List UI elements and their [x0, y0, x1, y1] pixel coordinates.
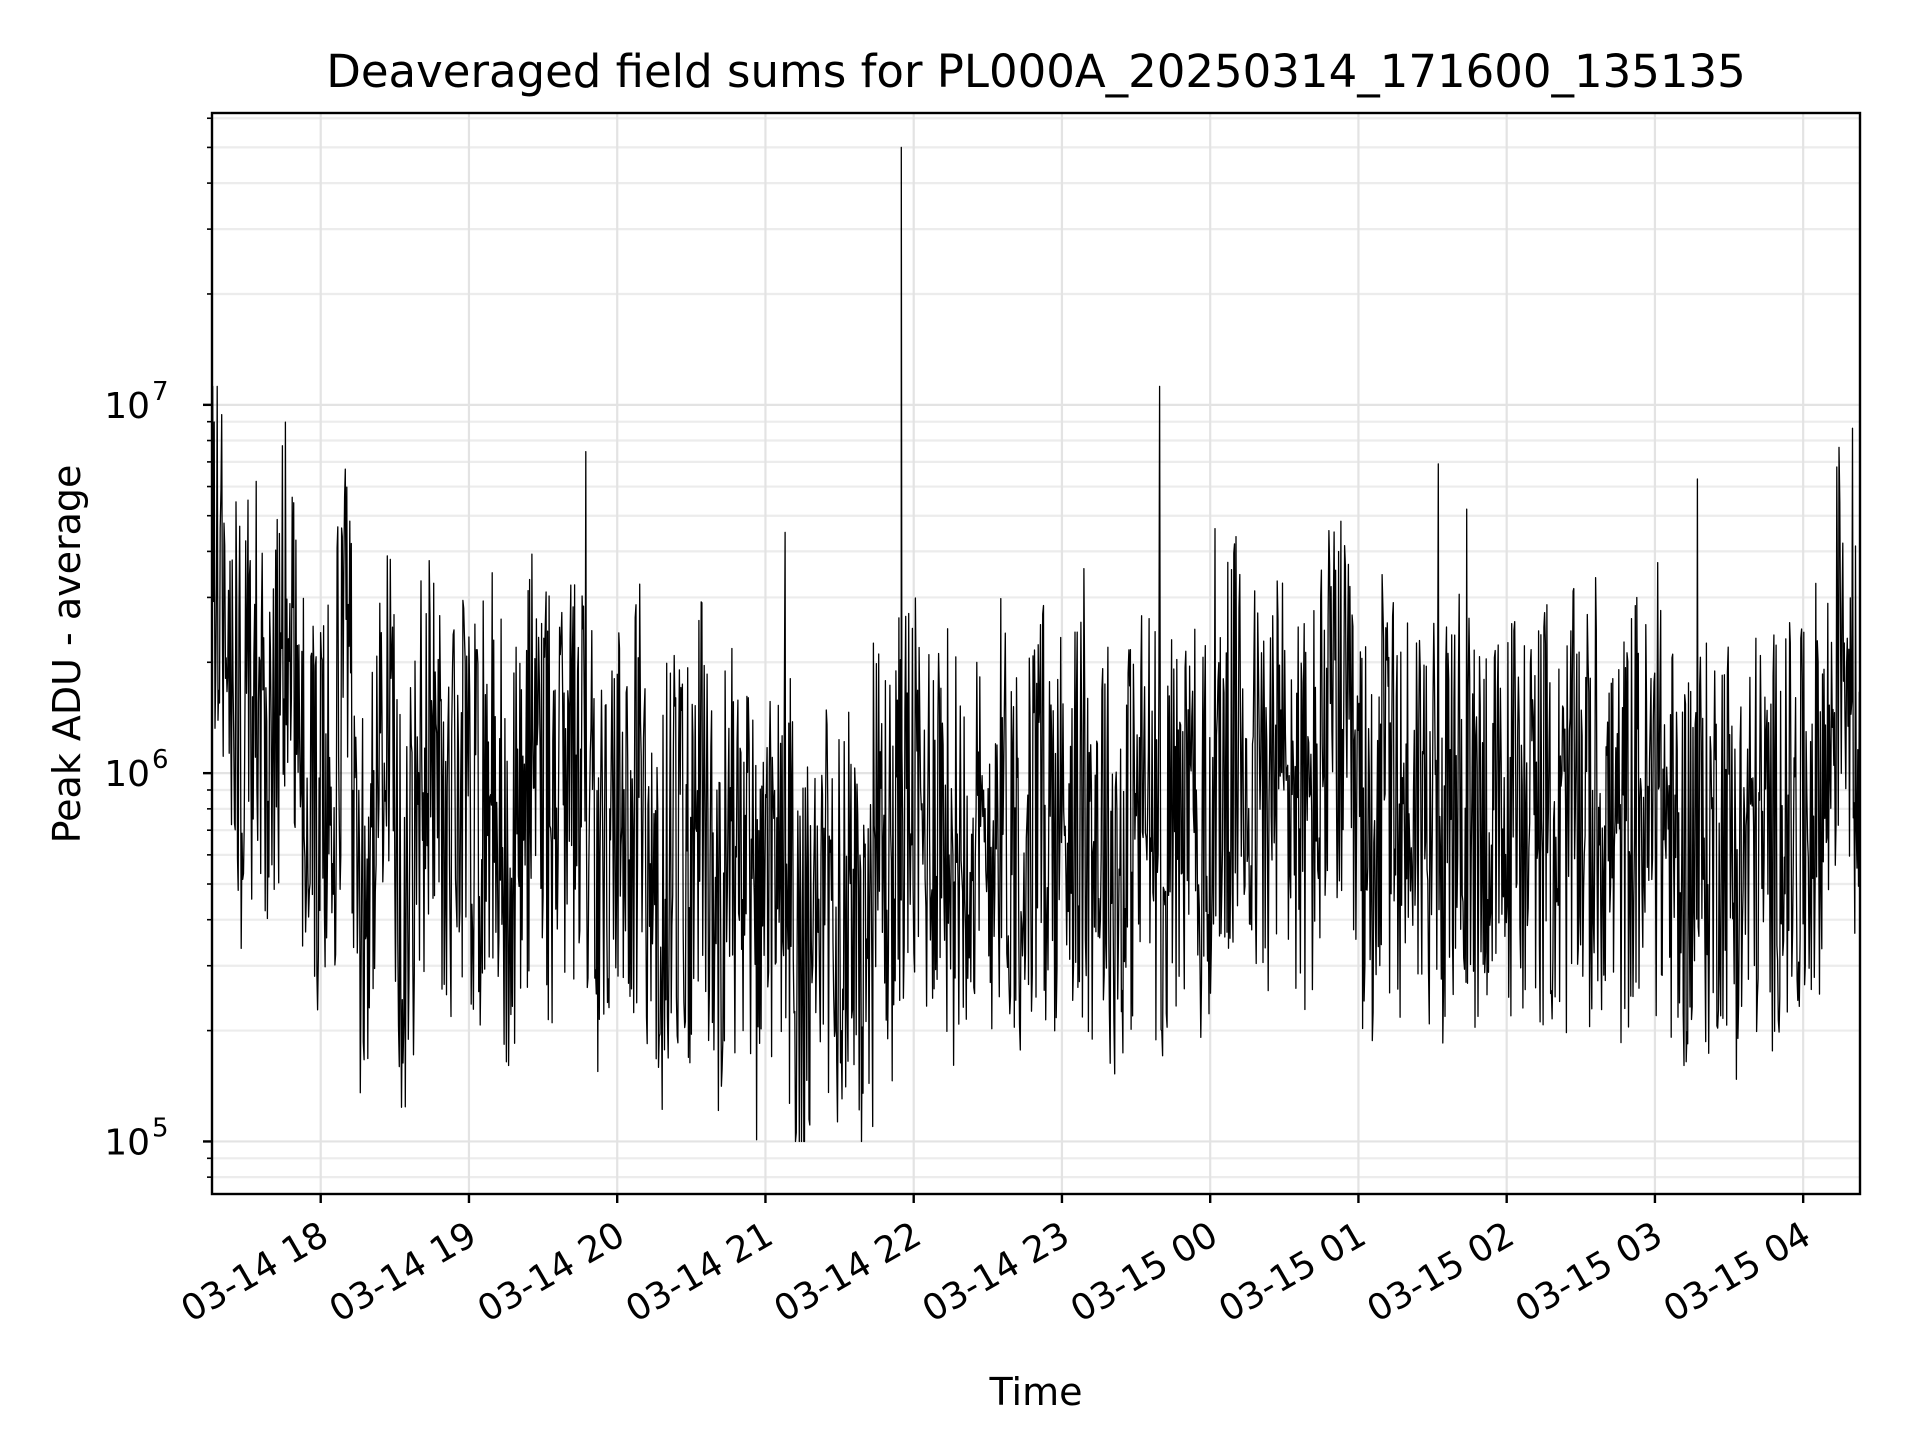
x-tick-label: 03-15 04 — [1657, 1214, 1818, 1330]
y-axis-label: Peak ADU - average — [45, 465, 89, 844]
plot-frame — [210, 111, 1862, 1196]
x-axis-label: Time — [989, 1370, 1083, 1414]
x-tick-label: 03-14 22 — [768, 1214, 929, 1330]
y-tick-exponent: 6 — [152, 745, 169, 775]
series-line-peak-adu — [211, 146, 1861, 1143]
y-tick-label: 10 — [104, 754, 150, 795]
y-tick-exponent: 7 — [152, 377, 169, 407]
x-tick-label: 03-15 01 — [1212, 1214, 1373, 1330]
x-tick-label: 03-15 00 — [1064, 1214, 1225, 1330]
y-tick-label: 10 — [104, 1122, 150, 1163]
grid — [212, 113, 1860, 1194]
x-tick-label: 03-14 20 — [471, 1214, 632, 1330]
x-tick-label: 03-14 21 — [619, 1214, 780, 1330]
x-tick-label: 03-15 02 — [1361, 1214, 1522, 1330]
y-tick-label: 10 — [104, 386, 150, 427]
x-tick-label: 03-15 03 — [1509, 1214, 1670, 1330]
series-layer — [211, 146, 1861, 1143]
x-tick-label: 03-14 23 — [916, 1214, 1077, 1330]
chart-title: Deaveraged field sums for PL000A_2025031… — [326, 45, 1746, 98]
x-tick-label: 03-14 19 — [323, 1214, 484, 1330]
y-tick-exponent: 5 — [152, 1113, 169, 1143]
x-tick-label: 03-14 18 — [175, 1214, 336, 1330]
